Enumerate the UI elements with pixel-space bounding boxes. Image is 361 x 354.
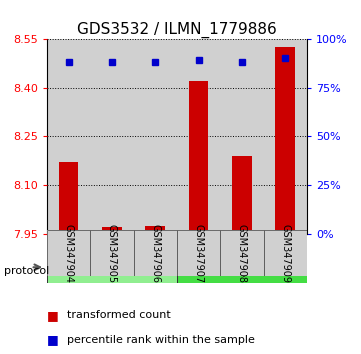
Bar	[264, 39, 307, 234]
Bar	[220, 39, 264, 234]
Text: protocol: protocol	[4, 266, 49, 276]
Bar	[134, 230, 177, 276]
Bar	[145, 225, 165, 234]
Text: GSM347906: GSM347906	[150, 224, 160, 282]
Bar	[90, 39, 134, 234]
Text: ■: ■	[47, 333, 63, 346]
Bar	[90, 230, 134, 276]
Text: PRC depletion: PRC depletion	[201, 264, 283, 277]
Text: GSM347908: GSM347908	[237, 224, 247, 282]
Bar	[102, 227, 122, 234]
Bar	[189, 81, 208, 234]
Bar	[47, 39, 90, 234]
Bar	[264, 230, 307, 276]
Bar	[177, 258, 307, 283]
Title: GDS3532 / ILMN_1779886: GDS3532 / ILMN_1779886	[77, 21, 277, 38]
Bar	[47, 258, 177, 283]
Bar	[220, 230, 264, 276]
Text: percentile rank within the sample: percentile rank within the sample	[67, 335, 255, 345]
Text: GSM347905: GSM347905	[107, 223, 117, 283]
Text: GSM347904: GSM347904	[64, 224, 74, 282]
Bar	[177, 39, 220, 234]
Text: control: control	[91, 264, 132, 277]
Text: ■: ■	[47, 309, 63, 321]
Bar	[232, 156, 252, 234]
Bar	[47, 230, 90, 276]
Text: GSM347909: GSM347909	[280, 224, 290, 282]
Bar	[275, 47, 295, 234]
Text: GSM347907: GSM347907	[193, 223, 204, 283]
Bar	[177, 230, 220, 276]
Bar	[134, 39, 177, 234]
Text: transformed count: transformed count	[67, 310, 170, 320]
Bar	[59, 162, 78, 234]
